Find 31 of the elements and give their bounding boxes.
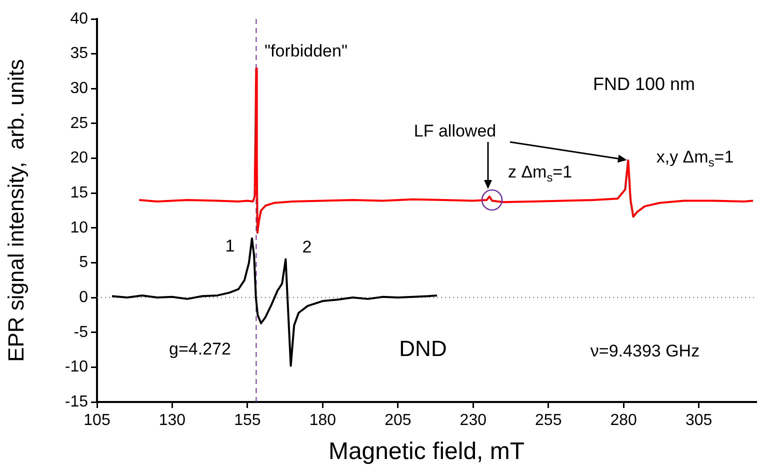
- x-axis-title: Magnetic field, mT: [328, 438, 525, 466]
- y-tick-label: 20: [70, 150, 88, 167]
- annotation: 1: [225, 236, 235, 256]
- annotation: ν=9.4393 GHz: [590, 342, 700, 361]
- y-tick-label: -15: [64, 393, 88, 410]
- x-tick-label: 205: [384, 412, 412, 430]
- y-tick-label: 15: [70, 184, 88, 202]
- x-tick-label: 305: [685, 412, 712, 430]
- y-tick-label: 5: [79, 254, 88, 272]
- x-tick-label: 255: [535, 412, 562, 430]
- annotation: LF allowed: [414, 122, 496, 141]
- annotation: "forbidden": [264, 42, 348, 61]
- y-tick-label: -5: [74, 324, 88, 341]
- annotation: 2: [302, 238, 312, 257]
- x-tick-label: 130: [158, 412, 186, 430]
- y-tick-label: -10: [64, 358, 88, 376]
- y-axis-title: EPR signal intensity, arb. units: [3, 59, 28, 362]
- annotation: DND: [399, 336, 447, 362]
- annotation: g=4.272: [169, 340, 231, 359]
- y-tick-label: 0: [79, 288, 88, 306]
- annotation: FND 100 nm: [592, 74, 696, 94]
- x-tick-label: 155: [234, 412, 261, 430]
- x-tick-label: 180: [309, 412, 336, 430]
- x-tick-label: 105: [84, 412, 110, 430]
- x-tick-label: 280: [610, 412, 638, 430]
- y-tick-label: 10: [70, 219, 88, 236]
- y-tick-label: 40: [70, 10, 88, 28]
- y-tick-label: 30: [70, 80, 88, 98]
- y-tick-label: 25: [70, 114, 88, 132]
- x-tick-label: 230: [460, 412, 487, 430]
- y-tick-label: 35: [70, 45, 88, 62]
